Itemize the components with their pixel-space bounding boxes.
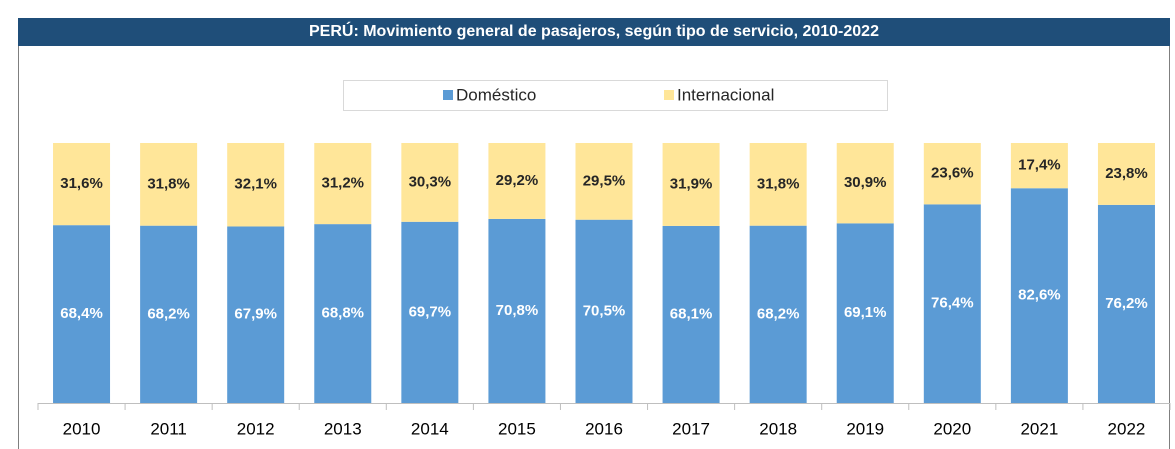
data-label: 68,1% — [670, 305, 713, 322]
bar-segment — [1097, 204, 1155, 403]
x-tick-label: 2018 — [759, 419, 797, 438]
data-label: 29,5% — [583, 172, 626, 189]
x-tick-label: 2022 — [1108, 419, 1146, 438]
bar-segment — [662, 143, 720, 226]
bar-segment — [836, 143, 894, 224]
bar-segment — [923, 204, 981, 403]
bar-segment — [314, 224, 372, 403]
bar-segment — [923, 143, 981, 205]
x-tick-label: 2013 — [324, 419, 362, 438]
data-label: 32,1% — [234, 176, 277, 193]
data-label: 17,4% — [1018, 157, 1061, 174]
bar-segment — [488, 218, 546, 403]
bar-segment — [140, 143, 198, 226]
data-label: 70,5% — [583, 302, 626, 319]
x-tick-label: 2014 — [411, 419, 449, 438]
bar-segment — [1097, 143, 1155, 205]
x-tick-label: 2015 — [498, 419, 536, 438]
data-label: 70,8% — [496, 302, 539, 319]
data-label: 82,6% — [1018, 287, 1061, 304]
bar-segment — [488, 143, 546, 219]
bar-segment — [401, 221, 459, 403]
data-label: 69,7% — [409, 303, 452, 320]
title-bar — [18, 18, 1170, 46]
x-tick-label: 2021 — [1020, 419, 1058, 438]
data-label: 31,8% — [757, 175, 800, 192]
data-label: 68,2% — [757, 305, 800, 322]
data-label: 31,8% — [147, 175, 190, 192]
bar-segment — [401, 143, 459, 222]
x-tick-label: 2016 — [585, 419, 623, 438]
data-label: 31,9% — [670, 175, 713, 192]
bar-segment — [749, 225, 807, 403]
bar-segment — [314, 143, 372, 225]
data-label: 68,2% — [147, 305, 190, 322]
data-label: 69,1% — [844, 304, 887, 321]
bar-segment — [575, 219, 633, 403]
bar-segment — [1010, 143, 1068, 189]
x-tick-label: 2017 — [672, 419, 710, 438]
bar-segment — [227, 226, 285, 403]
bar-segment — [53, 143, 111, 226]
data-label: 23,8% — [1105, 165, 1148, 182]
x-tick-label: 2010 — [63, 419, 101, 438]
bar-segment — [140, 225, 198, 403]
bar-segment — [749, 143, 807, 226]
bar-segment — [575, 143, 633, 220]
legend-swatch — [443, 90, 453, 100]
data-label: 30,3% — [409, 173, 452, 190]
data-label: 68,4% — [60, 305, 103, 322]
bar-segment — [227, 143, 285, 227]
data-label: 67,9% — [234, 306, 277, 323]
legend-label: Doméstico — [456, 85, 536, 104]
data-label: 76,4% — [931, 295, 974, 312]
legend-label: Internacional — [677, 85, 774, 104]
bar-segment — [1010, 188, 1068, 403]
bar-segment — [53, 225, 111, 403]
x-tick-label: 2012 — [237, 419, 275, 438]
data-label: 30,9% — [844, 174, 887, 191]
chart-title: PERÚ: Movimiento general de pasajeros, s… — [309, 21, 879, 40]
x-tick-label: 2019 — [846, 419, 884, 438]
bar-segment — [662, 225, 720, 403]
data-label: 29,2% — [496, 172, 539, 189]
data-label: 31,6% — [60, 175, 103, 192]
x-tick-label: 2020 — [933, 419, 971, 438]
data-label: 23,6% — [931, 165, 974, 182]
x-tick-label: 2011 — [150, 419, 187, 438]
legend-swatch — [664, 90, 674, 100]
data-label: 68,8% — [321, 305, 364, 322]
data-label: 76,2% — [1105, 295, 1148, 312]
bar-segment — [836, 223, 894, 403]
data-label: 31,2% — [321, 175, 364, 192]
legend-box — [343, 80, 888, 111]
